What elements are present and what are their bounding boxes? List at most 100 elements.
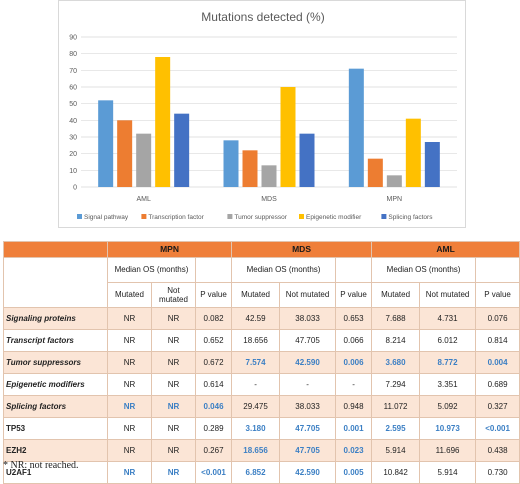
table-header-row: MPN MDS AML — [3, 241, 520, 258]
y-tick-label: 50 — [69, 101, 77, 108]
not-mutated-header: Not mutated — [419, 282, 477, 308]
bar — [299, 133, 315, 187]
subheader-blank — [475, 257, 520, 283]
table-cell: 0.614 — [194, 373, 233, 396]
row-label: Epigenetic modifiers — [3, 373, 108, 396]
legend-swatch — [299, 214, 304, 219]
median-os-header: Median OS (months) — [107, 257, 196, 283]
table-cell: 42.590 — [279, 461, 337, 484]
median-os-header: Median OS (months) — [231, 257, 337, 283]
bar — [280, 87, 296, 187]
group-header: MPN — [106, 241, 233, 258]
table-subheader-row: Mutated Not mutated P value Mutated Not muta… — [4, 282, 520, 308]
row-label: EZH2 — [3, 439, 108, 462]
table-cell: 6.012 — [419, 329, 477, 352]
table-cell: NR — [107, 461, 152, 484]
table-cell: 7.294 — [371, 373, 421, 396]
table-cell: 4.731 — [419, 307, 477, 330]
table-cell: NR — [151, 373, 196, 396]
bar — [174, 113, 190, 187]
table-cell: 0.689 — [475, 373, 520, 396]
table-cell: 0.652 — [194, 329, 233, 352]
legend-label: Tumor suppressor — [234, 214, 287, 221]
table-cell: 0.289 — [194, 417, 233, 440]
bar — [348, 68, 364, 187]
table-cell: 0.006 — [335, 351, 373, 374]
not-mutated-header: Not mutated — [151, 282, 196, 308]
table-cell: 0.076 — [475, 307, 520, 330]
table-cell: 0.066 — [335, 329, 373, 352]
table-cell: NR — [151, 395, 196, 418]
table-cell: NR — [151, 329, 196, 352]
table-cell: 10.842 — [371, 461, 421, 484]
p-value-header: P value — [475, 282, 520, 308]
legend-swatch — [227, 214, 233, 219]
table-cell: NR — [107, 439, 152, 462]
chart-title: Mutations detected (%) — [201, 10, 324, 24]
table-row: Signaling proteins NR NR 0.082 42.59 38.033 0.… — [3, 307, 520, 330]
bar — [98, 100, 114, 187]
table-cell: 7.574 — [231, 351, 281, 374]
table-cell: NR — [107, 373, 152, 396]
table-cell: 0.438 — [475, 439, 520, 462]
table-cell: 0.653 — [335, 307, 373, 330]
table-row: Tumor suppressors NR NR 0.672 7.574 42.590 0.0… — [3, 351, 520, 374]
bar — [242, 150, 258, 187]
table-cell: 0.672 — [194, 351, 233, 374]
y-tick-label: 30 — [69, 135, 77, 142]
bar — [136, 133, 152, 187]
row-label: Signaling proteins — [3, 307, 108, 330]
subheader-blank — [335, 257, 373, 283]
survival-table: MPN MDS AML Median OS (months) Median OS (mo… — [3, 241, 520, 484]
row-label: Transcript factors — [3, 329, 108, 352]
table-cell: 47.705 — [279, 439, 337, 462]
table-cell: <0.001 — [194, 461, 233, 484]
subheader-empty-cell — [3, 257, 108, 308]
legend-swatch — [77, 214, 82, 219]
table-cell: NR — [107, 395, 152, 418]
table-cell: 29.475 — [231, 395, 281, 418]
table-cell: 0.046 — [194, 395, 233, 418]
not-mutated-header: Not mutated — [279, 282, 337, 308]
y-tick-label: 80 — [69, 51, 77, 58]
table-cell: 0.267 — [194, 439, 233, 462]
p-value-header: P value — [194, 282, 233, 308]
y-tick-label: 60 — [69, 85, 77, 92]
table-cell: 0.730 — [475, 461, 520, 484]
table-cell: 47.705 — [279, 417, 337, 440]
group-header: AML — [371, 241, 520, 258]
y-tick-label: 20 — [69, 151, 77, 158]
table-cell: 38.033 — [279, 395, 337, 418]
table-cell: 0.814 — [475, 329, 520, 352]
table-cell: 10.973 — [419, 417, 477, 440]
table-row: U2AF1 NR NR <0.001 6.852 42.590 0.005 10.842 5.9… — [3, 461, 520, 484]
table-row: Epigenetic modifiers NR NR 0.614- - -7.294 3.3… — [3, 373, 520, 396]
table-cell: 18.656 — [231, 439, 281, 462]
legend-label: Splicing factors — [388, 214, 433, 221]
median-os-header: Median OS (months) — [371, 257, 477, 283]
x-category-label: AML — [136, 196, 151, 203]
table-cell: 0.023 — [335, 439, 373, 462]
bar — [155, 57, 171, 187]
table-cell: 38.033 — [279, 307, 337, 330]
row-label: TP53 — [3, 417, 108, 440]
legend-swatch — [381, 214, 387, 219]
bar — [117, 120, 133, 187]
row-label: Splicing factors — [3, 395, 108, 418]
table-cell: 0.005 — [335, 461, 373, 484]
y-tick-label: 40 — [69, 118, 77, 125]
table-cell: NR — [151, 351, 196, 374]
table-row: Transcript factors NR NR 0.652 18.656 47.705 0… — [3, 329, 520, 352]
table-cell: NR — [151, 439, 196, 462]
legend-swatch — [141, 214, 147, 219]
table-subheader-row: Median OS (months) Median OS (months) Medi… — [3, 257, 520, 308]
table-row: TP53 NR NR 0.289 3.180 47.705 0.001 2.595 10.973… — [3, 417, 520, 440]
table-cell: 6.852 — [231, 461, 281, 484]
table-cell: NR — [151, 307, 196, 330]
legend-label: Epigenetic modifier — [306, 214, 362, 221]
chart-canvas: Mutations detected (%) 0 10 20 30 40 50 60 70 80 9… — [69, 10, 457, 221]
mutated-header: Mutated — [107, 282, 152, 308]
table-cell: 11.696 — [419, 439, 477, 462]
legend-label: Signal pathway — [84, 214, 129, 221]
group-header: MDS — [231, 241, 373, 258]
